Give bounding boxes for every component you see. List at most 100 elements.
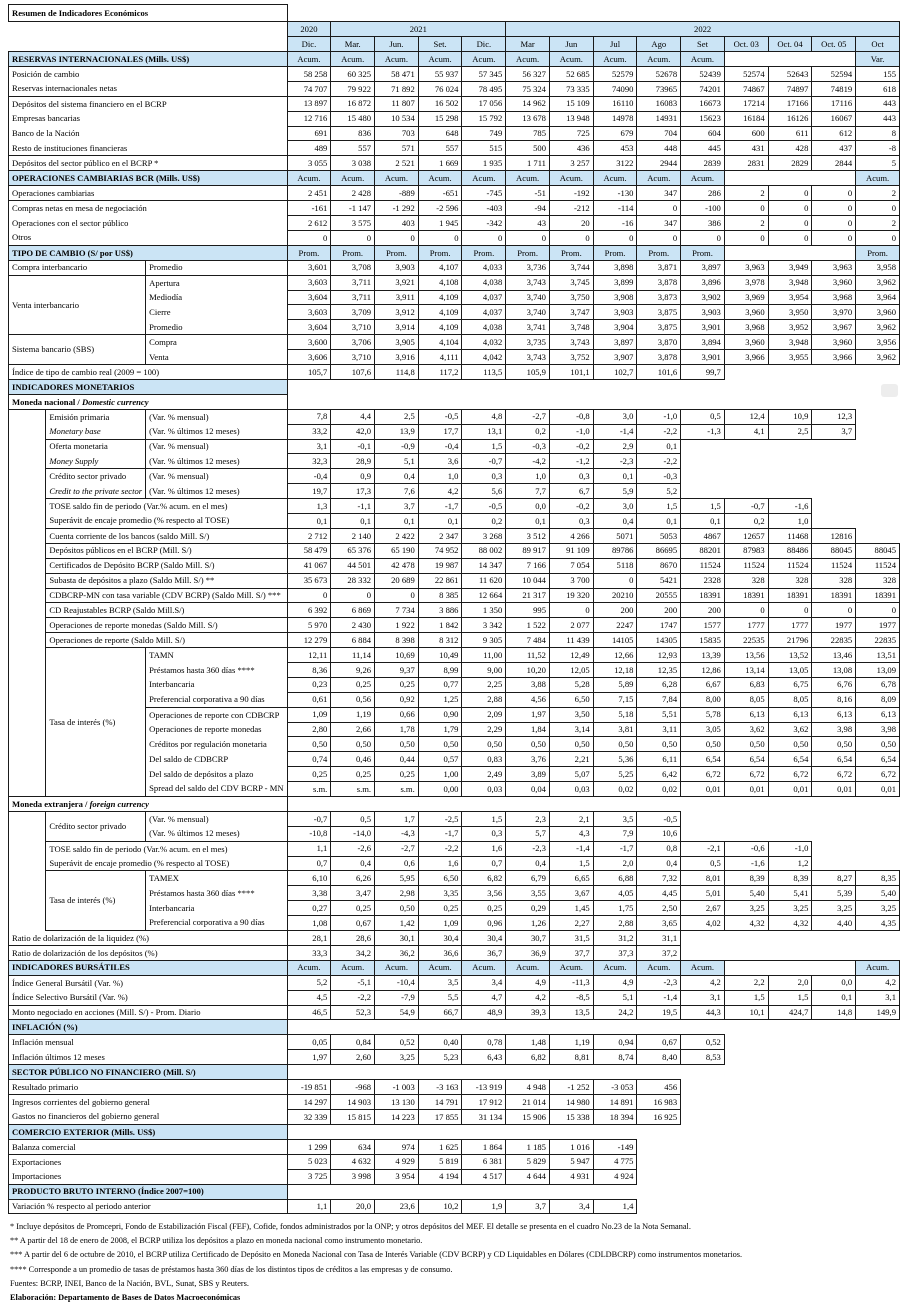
value-cell: 1,1 [286,840,332,857]
value-cell: 28,1 [286,929,332,946]
section-header-row: INDICADORES MONETARIOS [8,378,900,395]
value-cell: 52678 [636,66,682,82]
value-cell: 3,7 [505,1198,550,1215]
value-cell: 0,52 [374,1034,419,1051]
value-cell: 3 038 [330,155,376,172]
row-label: Índice de tipo de cambio real (2009 = 10… [8,364,288,380]
value-cell: -2,2 [636,453,682,470]
value-cell: 17 855 [417,1109,463,1125]
empty-cell [856,1154,900,1169]
year-col-header: 2021 [330,21,507,37]
value-cell: 0,0 [811,974,857,991]
empty-cell [724,1050,768,1065]
value-cell: 0,44 [374,751,419,768]
subsection-title: Moneda extranjera / foreign currency [8,795,288,812]
row-label: Money Supply [45,453,147,470]
value-cell: -5,1 [330,974,376,991]
empty-cell [681,826,725,841]
value-cell: 0,1 [286,513,332,529]
table-row: Índice de tipo de cambio real (2009 = 10… [8,364,900,380]
value-cell: 679 [592,125,638,142]
empty-cell [812,1169,856,1184]
value-cell: 1,6 [417,855,463,872]
value-cell: 0,01 [855,781,900,797]
month-col-header: Set. [417,36,463,52]
value-cell: 24,2 [592,1004,638,1021]
empty-cell [812,469,856,484]
value-cell: 6,88 [592,870,638,887]
row-sublabel: Preferencial corporativa a 90 días [145,692,288,708]
value-cell: 0,25 [330,766,376,783]
empty-cell [723,959,857,976]
value-cell: 5,36 [592,751,638,768]
empty-cell [724,439,768,454]
value-cell: 101,6 [636,364,682,380]
value-cell: 3,6 [417,453,463,470]
value-cell: 33,3 [286,944,332,961]
empty-cell [724,811,768,826]
value-cell: 612 [811,125,857,142]
value-cell: 99,7 [680,364,725,380]
row-sublabel: TAMEX [145,870,288,886]
value-cell: 4,2 [417,483,463,500]
unit-col-header: Acum. [461,959,507,976]
row-label: Ratio de dolarización de la liquidez (%) [8,930,288,946]
value-cell: 436 [548,140,594,157]
value-cell: 8,53 [680,1049,725,1066]
value-cell: 2,88 [592,915,638,931]
value-cell: 0,50 [505,736,550,753]
value-cell: s.m. [374,781,419,797]
value-cell: 3,710 [330,319,376,336]
table-row: TOSE saldo fin de periodo (Var.% acum. e… [7,498,900,515]
row-group-label: Sistema bancario (SBS) [7,334,147,366]
value-cell: 0,50 [374,736,419,753]
month-col-header: Oct. 05 [811,36,857,52]
empty-cell [856,945,900,960]
value-cell: 1,78 [374,721,419,738]
value-cell: 88045 [855,542,900,559]
value-cell: 3,740 [505,304,550,321]
value-cell: 6,28 [636,676,682,693]
value-cell: 3,958 [855,259,900,276]
value-cell: 2,2 [723,974,769,991]
value-cell: 34,2 [330,944,376,961]
value-cell: 0,61 [286,691,332,708]
value-cell: 5,5 [417,989,463,1006]
value-cell: 0 [330,229,376,246]
unit-col-header: Prom. [592,244,638,261]
value-cell: 4 644 [505,1168,550,1185]
unit-col-header: Acum. [461,51,507,67]
row-label: Subasta de depósitos a plazo (Saldo Mill… [45,573,288,589]
month-col-header: Jun [548,36,594,52]
value-cell: 3,81 [592,721,638,738]
value-cell: 3,5 [592,810,638,827]
value-cell: 1,09 [417,915,463,931]
value-cell: 3,963 [811,259,857,276]
subsection-row: Moneda nacional / Domestic currency [8,393,900,410]
table-row: Tasa de interés (%) TAMN 12,11 11,14 10,69 10… [7,647,900,797]
value-cell: 17166 [767,95,813,112]
indent-cell [7,573,46,588]
value-cell: 88045 [811,542,857,559]
value-cell: 3,7 [811,423,857,440]
value-cell: 0,01 [680,781,725,797]
value-cell: 7,32 [636,870,682,887]
value-cell: 5,41 [767,885,813,902]
value-cell: 11524 [811,557,857,574]
value-cell: 15 298 [417,110,463,127]
value-cell: 0 [811,185,857,202]
value-cell: 0,4 [592,513,638,529]
value-cell: 48,9 [461,1004,507,1021]
value-cell: -1,7 [417,825,463,842]
section-header-row: INDICADORES BURSÁTILES Acum. Acum. Acum. Acu… [8,959,900,976]
empty-cell [768,826,812,841]
value-cell: 74819 [811,80,857,97]
empty-cell [856,1199,900,1214]
value-cell: 8,39 [767,870,813,887]
value-cell: 8,01 [680,870,725,887]
value-cell: 386 [680,215,725,231]
value-cell: 1,0 [767,513,813,529]
value-cell: 328 [811,572,857,589]
empty-cell [768,945,812,960]
